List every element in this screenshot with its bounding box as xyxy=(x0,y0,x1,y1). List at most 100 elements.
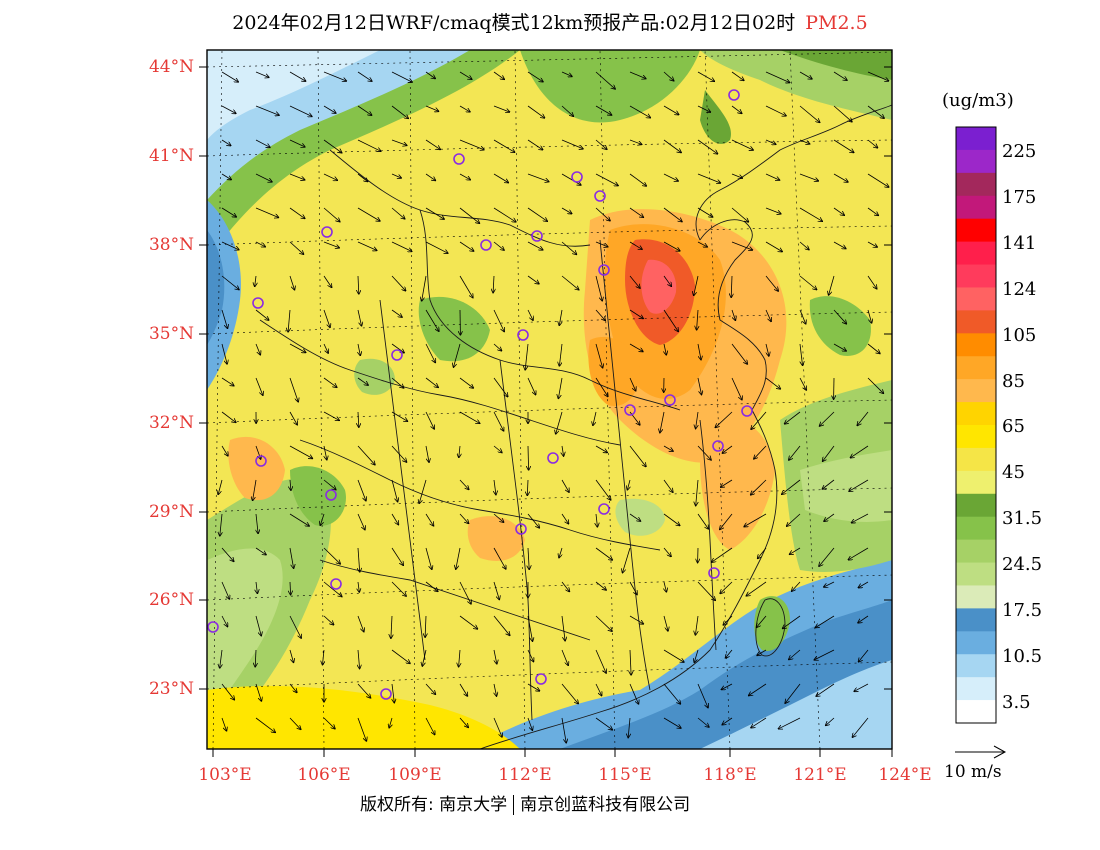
wind-arrow xyxy=(494,479,496,495)
city-marker xyxy=(598,264,610,276)
wind-arrow xyxy=(697,139,718,154)
wind-arrow xyxy=(629,513,640,521)
lon-label-106e: 106°E xyxy=(297,765,351,785)
wind-arrow xyxy=(695,615,699,635)
lat-label-32n: 32°N xyxy=(148,413,194,433)
wind-arrow xyxy=(323,241,339,248)
wind-arrow xyxy=(824,581,835,587)
wind-arrow xyxy=(391,275,406,291)
wind-arrow xyxy=(425,309,439,331)
wind-arrow xyxy=(323,139,342,153)
wind-arrow xyxy=(694,275,699,295)
wind-arrow xyxy=(595,479,611,500)
wind-arrow xyxy=(663,513,680,526)
wind-arrow xyxy=(663,717,681,728)
wind-arrow xyxy=(493,411,504,431)
wind-arrow xyxy=(357,139,381,151)
wind-arrow xyxy=(799,139,810,144)
wind-arrow xyxy=(493,377,508,397)
wind-arrow xyxy=(493,615,510,635)
wind-arrow xyxy=(221,615,228,627)
colorbar-swatch xyxy=(956,264,996,288)
wind-arrow xyxy=(493,71,504,79)
wind-arrow xyxy=(731,343,747,364)
wind-arrow xyxy=(323,71,346,81)
wind-arrow xyxy=(289,717,301,729)
wind-arrow xyxy=(722,683,733,690)
wind-arrow xyxy=(493,513,504,522)
wind-arrow xyxy=(833,207,844,215)
wind-arrow xyxy=(849,479,869,491)
legend-label-225: 225 xyxy=(1002,141,1037,162)
wind-arrow xyxy=(391,71,412,82)
wind-arrow xyxy=(358,649,360,669)
wind-arrow xyxy=(255,105,279,115)
wind-arrow xyxy=(754,445,767,459)
legend-label-85: 85 xyxy=(1002,371,1025,392)
wind-arrow xyxy=(697,173,720,183)
wind-arrow xyxy=(256,581,257,593)
wind-arrow xyxy=(792,581,801,591)
wind-arrow xyxy=(697,377,702,395)
wind-arrow xyxy=(629,309,643,319)
wind-arrow xyxy=(256,513,258,533)
colorbar-frame xyxy=(955,126,997,724)
wind-arrow xyxy=(255,547,266,555)
axis-ticks xyxy=(199,66,893,757)
wind-arrow xyxy=(357,615,364,632)
wind-arrow xyxy=(425,173,435,180)
wind-arrow xyxy=(629,581,637,595)
wind-arrow xyxy=(255,377,263,395)
colorbar-swatch xyxy=(956,127,996,151)
wind-arrow xyxy=(663,649,684,662)
city-marker xyxy=(325,489,337,501)
city-marker xyxy=(598,503,610,515)
wind-arrow xyxy=(289,649,294,662)
wind-arrow xyxy=(697,513,708,529)
wind-arrow xyxy=(561,241,577,254)
wind-arrow xyxy=(527,479,528,495)
colorbar-swatch xyxy=(956,425,996,449)
wind-arrow xyxy=(221,717,227,731)
wind-arrow xyxy=(779,717,801,729)
colorbar-swatch xyxy=(956,310,996,334)
wind-arrow xyxy=(829,275,835,295)
colorbar-swatch xyxy=(956,402,996,426)
wind-arrow xyxy=(629,615,643,624)
wind-arrow xyxy=(221,377,234,386)
city-marker xyxy=(480,239,492,251)
wind-arrow xyxy=(765,173,780,180)
colorbar-swatch xyxy=(956,516,996,541)
wind-arrow xyxy=(595,309,605,320)
wind-arrow xyxy=(697,309,698,330)
wind-arrow xyxy=(525,343,529,370)
wind-arrow xyxy=(595,275,602,301)
wind-arrow xyxy=(422,649,427,666)
wind-arrow xyxy=(782,479,801,494)
wind-arrow xyxy=(289,377,298,402)
legend-label-31-5: 31.5 xyxy=(1002,508,1043,529)
wind-arrow xyxy=(391,581,406,596)
wind-arrow xyxy=(722,717,733,725)
wind-arrow xyxy=(323,717,335,729)
wind-arrow xyxy=(561,513,569,524)
wind-arrow xyxy=(726,649,733,658)
wind-arrow xyxy=(558,377,563,398)
wind-arrow xyxy=(814,649,835,660)
wind-arrow xyxy=(785,683,801,703)
wind-arrow xyxy=(629,445,646,467)
wind-arrow xyxy=(459,139,484,150)
wind-arrow xyxy=(697,717,709,727)
wind-arrow xyxy=(289,615,301,638)
wind-arrow xyxy=(596,513,597,527)
legend-label-10-5: 10.5 xyxy=(1002,646,1043,667)
wind-arrow xyxy=(595,445,607,453)
wind-arrow xyxy=(391,105,408,118)
city-marker xyxy=(252,297,264,309)
wind-arrow xyxy=(765,139,776,144)
wind-arrow xyxy=(459,71,472,79)
wind-arrow xyxy=(288,309,290,332)
wind-arrow xyxy=(459,241,474,251)
wind-arrow xyxy=(419,479,427,503)
wind-arrow xyxy=(731,71,744,80)
